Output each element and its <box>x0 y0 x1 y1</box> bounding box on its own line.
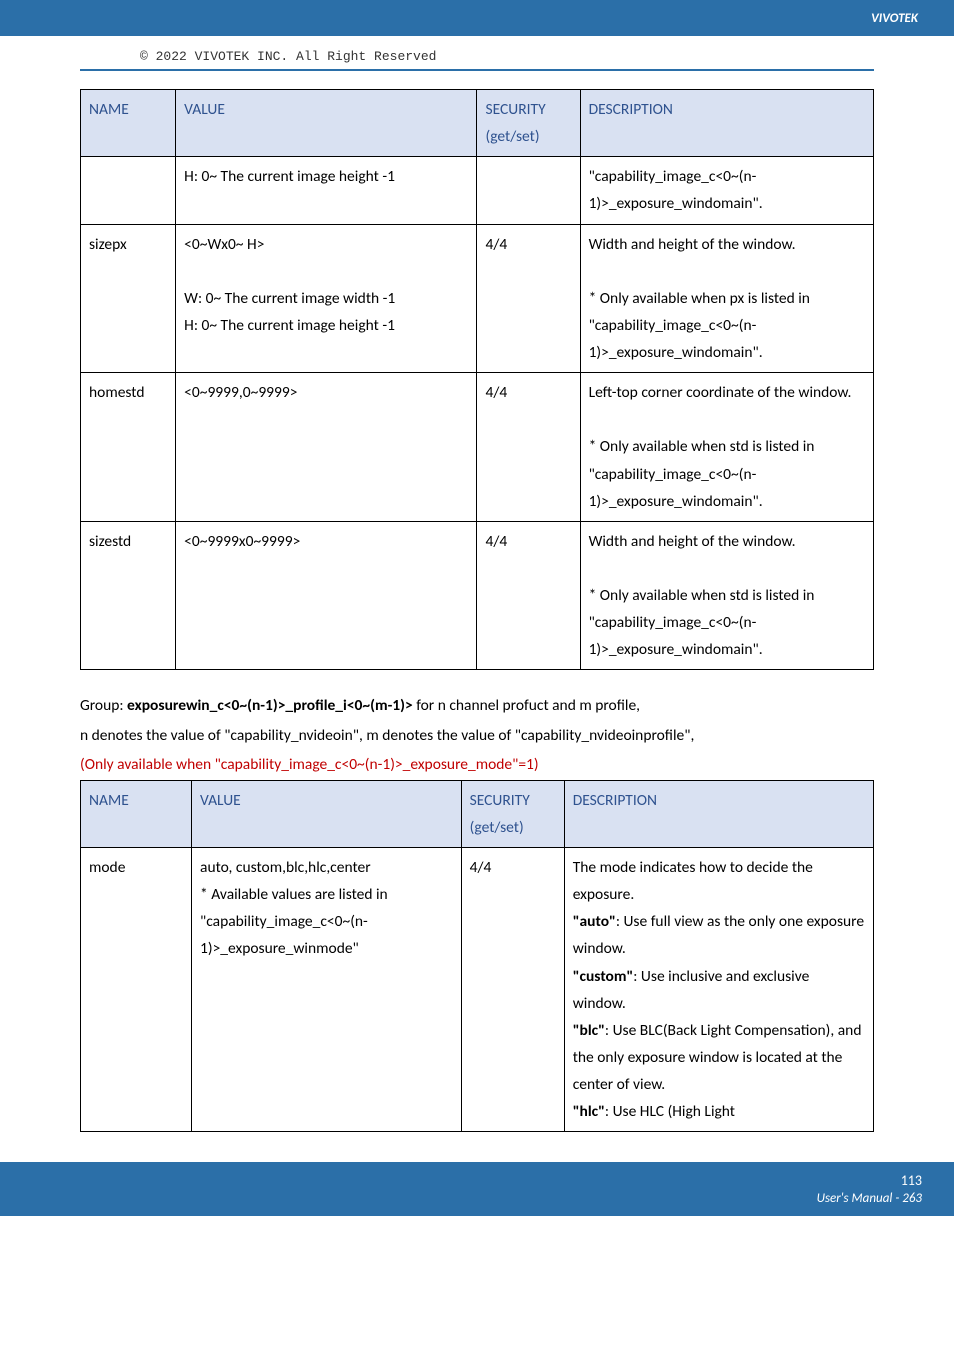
desc-text: : Use BLC(Back Light Compensation), and … <box>573 1021 862 1094</box>
header-underline: © 2022 VIVOTEK INC. All Right Reserved <box>80 36 874 71</box>
copyright-text: © 2022 VIVOTEK INC. All Right Reserved <box>80 49 436 64</box>
footer-manual-ref: User's Manual - 263 <box>817 1191 922 1206</box>
cell-name: mode <box>81 848 192 1132</box>
table-row: sizestd <0~9999x0~9999> 4/4 Width and he… <box>81 521 874 670</box>
col-description: DESCRIPTION <box>580 90 873 157</box>
group-line-3: (Only available when "capability_image_c… <box>80 751 874 778</box>
cell-name: sizestd <box>81 521 176 670</box>
cell-description: Width and height of the window. * Only a… <box>580 224 873 373</box>
group-line-2: n denotes the value of "capability_nvide… <box>80 722 874 749</box>
brand-header: VIVOTEK <box>0 0 954 36</box>
footer-page-number: 113 <box>901 1172 922 1189</box>
col-security: SECURITY (get/set) <box>477 90 580 157</box>
desc-text: : Use full view as the only one exposure… <box>573 912 864 958</box>
col-value: VALUE <box>176 90 477 157</box>
col-value: VALUE <box>192 780 462 847</box>
cell-security: 4/4 <box>477 521 580 670</box>
col-name: NAME <box>81 780 192 847</box>
table-row: H: 0~ The current image height -1 "capab… <box>81 157 874 224</box>
table-row: mode auto, custom,blc,hlc,center * Avail… <box>81 848 874 1132</box>
desc-key: "auto" <box>573 912 616 931</box>
col-name: NAME <box>81 90 176 157</box>
param-table-1: NAME VALUE SECURITY (get/set) DESCRIPTIO… <box>80 89 874 670</box>
cell-value: <0~Wx0~ H> W: 0~ The current image width… <box>176 224 477 373</box>
cell-value: auto, custom,blc,hlc,center * Available … <box>192 848 462 1132</box>
cell-value: <0~9999x0~9999> <box>176 521 477 670</box>
cell-description: The mode indicates how to decide the exp… <box>564 848 873 1132</box>
col-description: DESCRIPTION <box>564 780 873 847</box>
param-table-2: NAME VALUE SECURITY (get/set) DESCRIPTIO… <box>80 780 874 1133</box>
desc-line: The mode indicates how to decide the exp… <box>573 858 813 904</box>
cell-description: Left-top corner coordinate of the window… <box>580 373 873 522</box>
desc-key: "custom" <box>573 967 634 986</box>
table-row: sizepx <0~Wx0~ H> W: 0~ The current imag… <box>81 224 874 373</box>
desc-text: : Use HLC (High Light <box>605 1102 735 1121</box>
cell-description: "capability_image_c<0~(n-1)>_exposure_wi… <box>580 157 873 224</box>
table-header-row: NAME VALUE SECURITY (get/set) DESCRIPTIO… <box>81 90 874 157</box>
group-line-1: Group: exposurewin_c<0~(n-1)>_profile_i<… <box>80 692 874 719</box>
desc-key: "blc" <box>573 1021 605 1040</box>
table-row: homestd <0~9999,0~9999> 4/4 Left-top cor… <box>81 373 874 522</box>
group-suffix: for n channel profuct and m profile, <box>413 696 640 715</box>
cell-description: Width and height of the window. * Only a… <box>580 521 873 670</box>
cell-security <box>477 157 580 224</box>
brand-text: VIVOTEK <box>871 11 918 26</box>
cell-security: 4/4 <box>477 224 580 373</box>
cell-name: sizepx <box>81 224 176 373</box>
cell-value: H: 0~ The current image height -1 <box>176 157 477 224</box>
group-name: exposurewin_c<0~(n-1)>_profile_i<0~(m-1)… <box>127 696 413 715</box>
desc-key: "hlc" <box>573 1102 605 1121</box>
cell-security: 4/4 <box>461 848 564 1132</box>
cell-security: 4/4 <box>477 373 580 522</box>
cell-value: <0~9999,0~9999> <box>176 373 477 522</box>
group-prefix: Group: <box>80 696 127 715</box>
cell-name <box>81 157 176 224</box>
cell-name: homestd <box>81 373 176 522</box>
footer-bar: 113 User's Manual - 263 <box>0 1162 954 1216</box>
table-header-row: NAME VALUE SECURITY (get/set) DESCRIPTIO… <box>81 780 874 847</box>
col-security: SECURITY (get/set) <box>461 780 564 847</box>
